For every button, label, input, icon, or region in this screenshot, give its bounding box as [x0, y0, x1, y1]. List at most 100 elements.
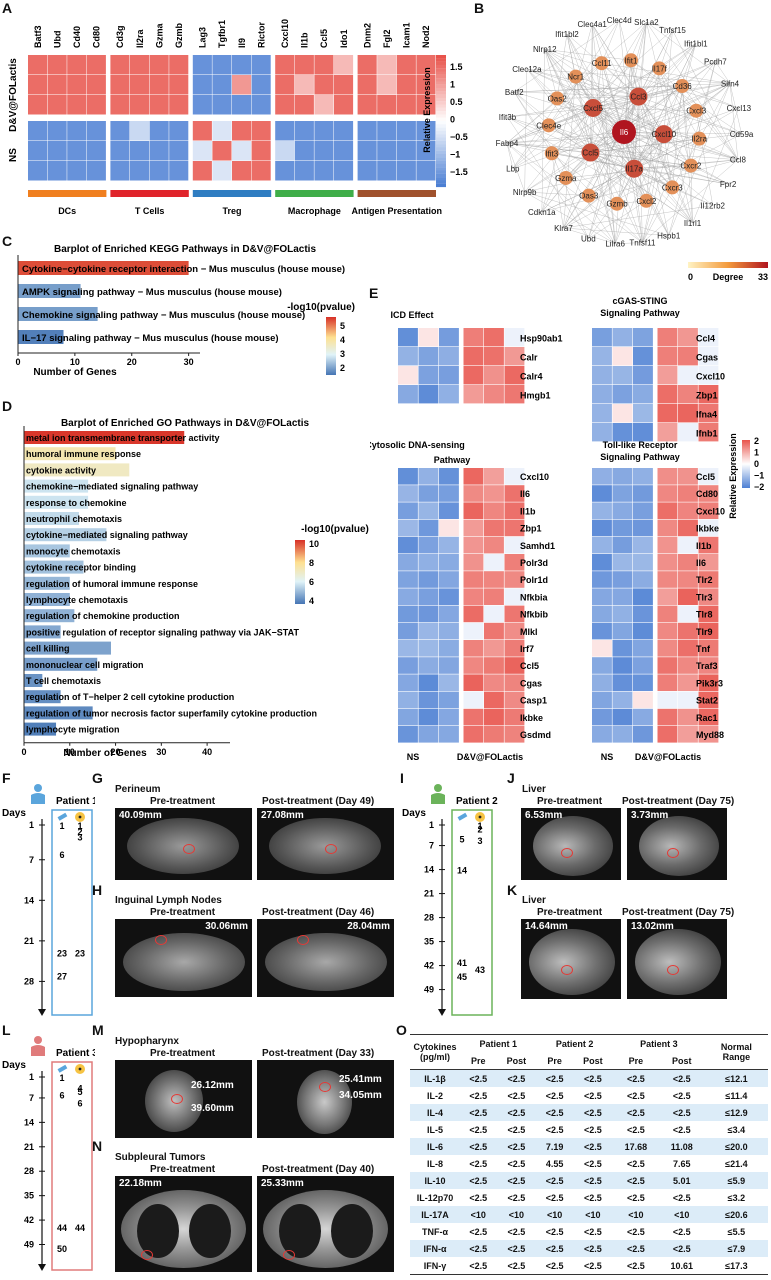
- heatmap-cell: [192, 161, 212, 181]
- e-heatmap-cell: [418, 674, 439, 691]
- schedule-day: 1: [59, 821, 64, 831]
- network-edge: [548, 19, 620, 126]
- cytokine-value: <2.5: [584, 1124, 602, 1135]
- e-heatmap-cell: [633, 588, 653, 605]
- heatmap-cell: [294, 121, 314, 141]
- heatmap-cell: [28, 55, 48, 75]
- e-heatmap-cell: [504, 622, 525, 640]
- e-heatmap-cell: [592, 502, 612, 519]
- network-edge: [634, 61, 716, 169]
- network-edge: [566, 33, 635, 169]
- e-heatmap-cell: [612, 347, 633, 366]
- network-edge: [575, 76, 616, 244]
- d-legend-title: -log10(pvalue): [301, 524, 369, 535]
- day-tick-label: 49: [24, 1240, 34, 1250]
- n-post-label: Post-treatment (Day 40): [262, 1164, 375, 1175]
- e-heatmap-cell: [398, 726, 418, 743]
- cytokine-value: <10: [536, 1206, 573, 1223]
- network-edge: [592, 107, 643, 243]
- cytokine-value: ≤12.1: [704, 1069, 768, 1087]
- e-heatmap-cell: [504, 536, 525, 554]
- cytokine-row: IL-10 <2.5 <2.5 <2.5 <2.5 <2.5 5.01 ≤5.9: [410, 1172, 768, 1189]
- panel-label-m: M: [92, 1022, 104, 1038]
- network-edge: [512, 63, 602, 169]
- cytokine-value: <2.5: [612, 1069, 659, 1087]
- days-label: Days: [2, 1060, 26, 1071]
- go-bar: [24, 609, 75, 623]
- network-node: [581, 143, 600, 162]
- go-bar: [24, 495, 89, 509]
- syringe-icon: [57, 812, 68, 821]
- o-header-unit: (pg/ml): [420, 1052, 450, 1062]
- node-label: Tnfsf11: [629, 239, 656, 248]
- network-edge: [566, 34, 576, 77]
- gene-label: Cd3g: [115, 26, 125, 49]
- e-heatmap-cell: [612, 328, 633, 347]
- e-heatmap-cell: [678, 691, 698, 709]
- e-heatmap-cell: [463, 536, 484, 554]
- group-bar: [110, 190, 189, 197]
- e-heatmap-cell: [484, 588, 504, 605]
- node-label: Klra7: [554, 224, 573, 233]
- axis-arrow: [38, 1009, 46, 1016]
- network-edge: [507, 116, 589, 239]
- network-edge: [524, 60, 632, 193]
- e-heatmap-cell: [678, 404, 698, 423]
- heatmap-cell: [149, 95, 169, 115]
- e-heatmap-cell: [418, 385, 439, 404]
- network-edge: [565, 96, 639, 179]
- cytokine-value: ≤3.2: [727, 1192, 746, 1203]
- gene-label: Cd40: [72, 26, 82, 48]
- network-node: [639, 193, 654, 208]
- e-heatmap-cell: [592, 404, 612, 423]
- heatmap-cell: [416, 95, 436, 115]
- go-bar-label: response to chemokine: [26, 498, 127, 508]
- e-heatmap-cell: [698, 536, 719, 554]
- heatmap-cell: [416, 141, 436, 161]
- e-heatmap-cell: [592, 726, 612, 743]
- e-heatmap-cell: [633, 674, 653, 691]
- cytokine-row: IFN-γ <2.5 <2.5 <2.5 <2.5 <2.5 10.61 ≤17.3: [410, 1257, 768, 1275]
- network-edge: [623, 131, 643, 243]
- e-heatmap-cell: [657, 366, 678, 385]
- day-tick-label: 35: [424, 937, 434, 947]
- heatmap-cell: [192, 141, 212, 161]
- node-label: Ifit1bl1: [684, 39, 708, 48]
- heatmap-cell: [149, 141, 169, 161]
- e-heatmap-cell: [612, 404, 633, 423]
- schedule-day: 4: [77, 1083, 82, 1093]
- e-gene-label: Cgas: [696, 352, 718, 362]
- heatmap-cell: [357, 121, 377, 141]
- kegg-bar-label: IL−17 signaling pathway − Mus musculus (…: [22, 333, 279, 344]
- e-heatmap-cell: [463, 674, 484, 691]
- network-node: [675, 79, 690, 94]
- e-dv-label-left: D&V@FOLactis: [457, 752, 523, 762]
- node-label: Cxcr3: [662, 183, 683, 192]
- node-label: Ifit1: [625, 56, 638, 65]
- heatmap-cell: [275, 75, 295, 95]
- e-heatmap-cell: [484, 519, 504, 537]
- e-legend-bar: [742, 440, 750, 488]
- heatmap-cell: [232, 161, 252, 181]
- e-gene-label: Polr1d: [520, 575, 548, 585]
- e-heatmap-cell: [612, 385, 633, 404]
- heatmap-cell: [86, 141, 106, 161]
- network-edge: [638, 22, 647, 97]
- network-edge: [541, 159, 738, 213]
- network-edge: [506, 61, 716, 144]
- e-heatmap-cell: [463, 328, 484, 347]
- cytokine-name: IL-8: [426, 1158, 443, 1169]
- go-bar: [24, 512, 79, 525]
- network-edge: [592, 21, 647, 109]
- e-heatmap-cell: [678, 536, 698, 554]
- e-heatmap-cell: [398, 605, 418, 623]
- e-heatmap-cell: [439, 328, 459, 347]
- d-xlabel: Number of Genes: [63, 748, 147, 759]
- network-edge: [672, 29, 739, 160]
- legend-step: [436, 134, 446, 138]
- heatmap-cell: [377, 55, 397, 75]
- schedule-day: 2: [77, 827, 82, 837]
- heatmap-cell: [67, 75, 87, 95]
- node-label: Gzma: [555, 174, 577, 183]
- kegg-bar-label: Chemokine signaling pathway − Mus muscul…: [22, 310, 305, 321]
